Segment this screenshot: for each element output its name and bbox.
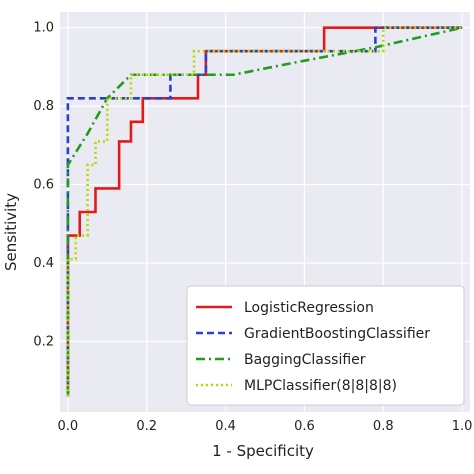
x-tick-label: 0.0 bbox=[58, 419, 79, 434]
legend-box bbox=[186, 285, 465, 406]
series-line-gradientboostingclassifier bbox=[66, 26, 463, 397]
x-tick-label: 0.6 bbox=[294, 419, 315, 434]
legend: LogisticRegression GradientBoostingClassi… bbox=[186, 285, 465, 406]
y-tick-label: 0.8 bbox=[33, 99, 54, 114]
y-tick-label: 0.2 bbox=[33, 334, 54, 349]
x-tick-label: 1.0 bbox=[452, 419, 473, 434]
legend-label: LogisticRegression bbox=[244, 300, 374, 316]
x-tick-labels: 0.0 0.2 0.4 0.6 0.8 1.0 bbox=[58, 419, 473, 434]
x-axis-title: 1 - Specificity bbox=[212, 442, 314, 460]
y-tick-label: 0.6 bbox=[33, 178, 54, 193]
y-tick-labels: 0.2 0.4 0.6 0.8 1.0 bbox=[33, 21, 54, 350]
series-line-mlpclassifier-8-8-8-8 bbox=[66, 26, 463, 397]
y-tick-label: 0.4 bbox=[33, 256, 54, 271]
series-line-baggingclassifier bbox=[66, 26, 463, 397]
x-tick-label: 0.2 bbox=[136, 419, 157, 434]
x-tick-label: 0.8 bbox=[373, 419, 394, 434]
x-tick-label: 0.4 bbox=[215, 419, 236, 434]
series-lines bbox=[66, 26, 463, 397]
legend-label: BaggingClassifier bbox=[244, 352, 366, 368]
y-tick-label: 1.0 bbox=[33, 21, 54, 36]
y-axis-title: Sensitivity bbox=[2, 193, 20, 271]
legend-label: GradientBoostingClassifier bbox=[244, 326, 430, 342]
legend-label: MLPClassifier(8|8|8|8) bbox=[244, 378, 397, 394]
